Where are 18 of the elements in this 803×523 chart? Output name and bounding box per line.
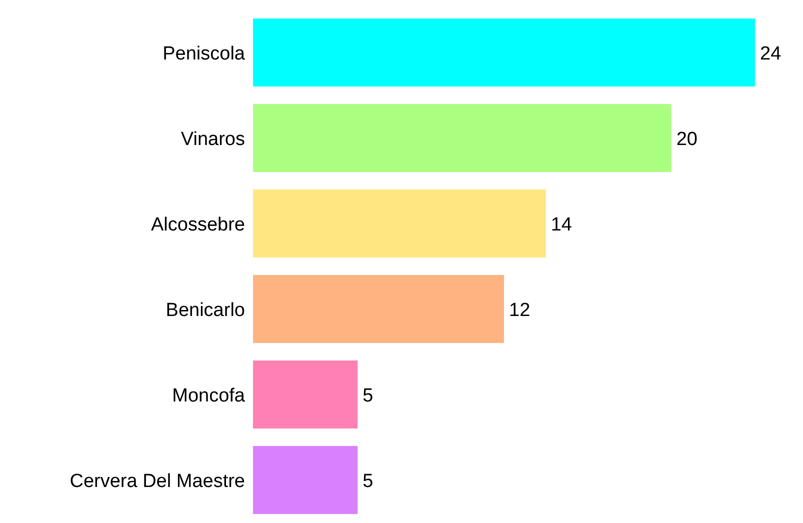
data-label: 12 [509, 300, 530, 321]
y-tick-label: Moncofa [172, 385, 246, 406]
data-label: 5 [362, 470, 374, 492]
bar [253, 104, 672, 172]
data-label: 24 [760, 43, 782, 64]
y-tick-label: Alcossebre [151, 214, 245, 236]
data-label: 5 [362, 385, 374, 406]
bar [253, 446, 358, 514]
bar [253, 275, 504, 344]
data-label: 20 [676, 128, 698, 150]
y-tick-label: Peniscola [162, 43, 246, 64]
bar [253, 190, 546, 258]
bar [253, 360, 358, 429]
data-label: 14 [550, 214, 572, 236]
y-tick-label: Vinaros [180, 128, 245, 150]
y-tick-label: Cervera Del Maestre [70, 470, 245, 492]
y-tick-label: Benicarlo [166, 300, 245, 321]
bar [253, 18, 755, 87]
